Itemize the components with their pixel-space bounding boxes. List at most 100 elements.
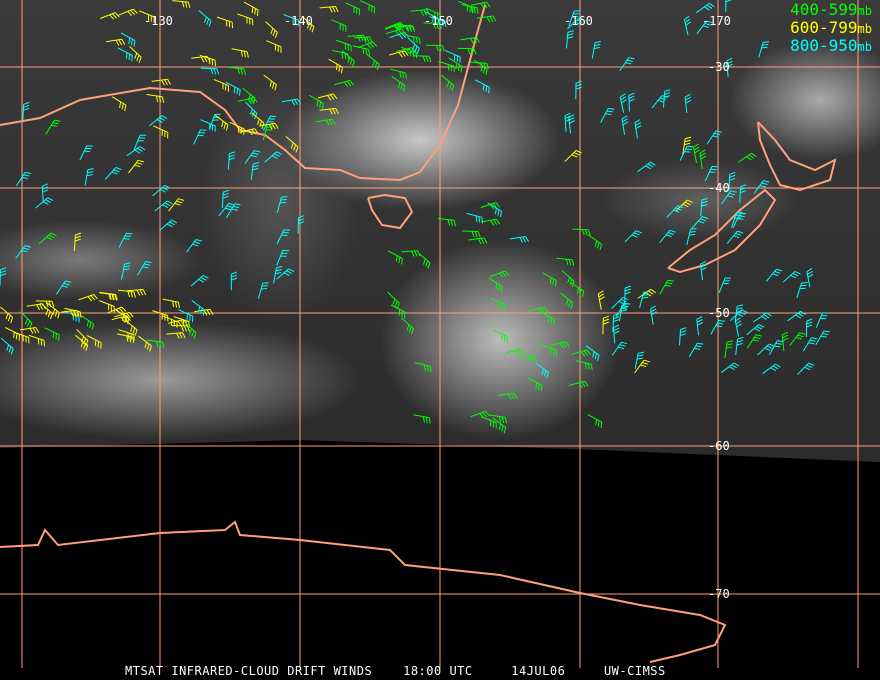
wind-barb-flag <box>489 16 494 22</box>
wind-barb <box>186 239 197 253</box>
wind-barb <box>391 75 406 86</box>
wind-barb-flag <box>276 266 283 269</box>
wind-barb-flag <box>261 285 268 287</box>
wind-barb <box>22 104 25 121</box>
wind-barb-flag <box>261 122 265 129</box>
wind-barb-flag <box>223 122 227 129</box>
wind-barb-flag <box>372 41 378 47</box>
wind-barb-flag <box>399 71 402 78</box>
wind-barb-flag <box>667 232 674 235</box>
wind-barb-flag <box>161 79 165 86</box>
wind-barb-flag <box>252 167 259 171</box>
wind-barb-flag <box>774 345 781 348</box>
wind-barb-flag <box>47 197 54 202</box>
wind-barb-flag <box>600 421 603 429</box>
wind-barb-flag <box>758 324 765 328</box>
wind-barb-flag <box>761 182 768 185</box>
wind-barb-flag <box>620 309 627 312</box>
wind-barb-flag <box>597 242 600 249</box>
wind-barb-flag <box>372 60 375 67</box>
wind-barb-flag <box>555 280 557 287</box>
wind-barb-flag <box>75 232 82 236</box>
wind-barb-flag <box>617 346 624 350</box>
wind-barb-flag <box>124 316 127 323</box>
wind-barb-flag <box>613 324 620 329</box>
wind-barb-flag <box>129 336 132 343</box>
wind-barb <box>111 96 127 106</box>
wind-barb <box>585 345 600 356</box>
wind-barb-flag <box>475 215 478 222</box>
wind-barb-flag <box>664 284 671 287</box>
wind-barb <box>492 329 508 338</box>
wind-barb-flag <box>416 48 420 55</box>
wind-barb-flag <box>5 313 9 320</box>
wind-barb <box>138 335 152 347</box>
wind-barb-flag <box>332 93 338 99</box>
wind-barb-flag <box>489 204 495 210</box>
wind-barb <box>242 87 256 99</box>
wind-barb <box>535 362 549 373</box>
longitude-label: -140 <box>284 14 313 28</box>
wind-barb-flag <box>628 92 635 96</box>
wind-barb-flag <box>763 180 770 183</box>
wind-barb-flag <box>132 8 138 14</box>
wind-barb <box>28 334 45 341</box>
wind-barb-flag <box>89 321 92 329</box>
wind-barb-flag <box>470 6 473 13</box>
wind-barb-flag <box>685 21 691 26</box>
wind-barb-flag <box>480 238 485 244</box>
wind-barb-flag <box>349 58 353 65</box>
wind-barb-flag <box>594 41 601 44</box>
wind-barb-flag <box>585 362 587 369</box>
wind-barb-flag <box>726 343 733 346</box>
wind-barb-flag <box>321 103 324 110</box>
wind-barb-flag <box>425 260 429 267</box>
wind-barb-flag <box>586 349 591 356</box>
wind-barb-flag <box>737 337 744 340</box>
wind-barb-flag <box>643 359 650 363</box>
wind-barb-flag <box>476 7 479 14</box>
wind-barb-flag <box>202 309 206 316</box>
wind-barb <box>611 342 622 356</box>
wind-barb-flag <box>400 83 403 90</box>
wind-barb-flag <box>114 294 117 301</box>
wind-barb-flag <box>709 2 715 8</box>
wind-barb-flag <box>231 277 238 281</box>
caption-product: MTSAT INFRARED-CLOUD DRIFT WINDS <box>125 664 373 678</box>
wind-barb <box>619 57 630 72</box>
wind-barb-flag <box>701 266 707 271</box>
wind-barb-flag <box>645 165 651 170</box>
wind-barb-flag <box>74 238 81 242</box>
wind-barb-flag <box>181 325 184 332</box>
wind-barb-flag <box>414 250 418 257</box>
wind-barb-flag <box>664 95 671 98</box>
wind-barb-flag <box>226 205 233 208</box>
wind-barb-flag <box>402 72 405 79</box>
wind-barb-flag <box>552 278 555 285</box>
wind-barb-flag <box>624 285 631 289</box>
wind-barb-flag <box>492 203 498 209</box>
wind-barb-flag <box>800 310 806 316</box>
wind-barb-flag <box>794 270 801 275</box>
wind-barb-flag <box>806 321 813 325</box>
wind-barb-flag <box>224 207 231 211</box>
wind-barb-flag <box>408 326 412 333</box>
wind-barb-flag <box>543 370 547 377</box>
wind-barb-flag <box>496 218 501 225</box>
wind-barb-flag <box>541 368 545 375</box>
wind-barb <box>124 319 138 331</box>
wind-barb-flag <box>621 99 627 104</box>
wind-barb-flag <box>528 356 532 363</box>
wind-barb-flag <box>488 87 490 94</box>
wind-barb <box>121 263 125 280</box>
wind-barb <box>229 121 245 130</box>
wind-barb-flag <box>756 325 763 330</box>
wind-barb-flag <box>42 186 49 190</box>
wind-barb-flag <box>331 118 336 125</box>
wind-barb-flag <box>200 276 207 281</box>
wind-barb-flag <box>155 95 159 102</box>
wind-barb-flag <box>795 314 801 319</box>
wind-barb-flag <box>145 261 152 263</box>
wind-barb <box>413 414 430 419</box>
wind-barb-flag <box>274 84 277 91</box>
